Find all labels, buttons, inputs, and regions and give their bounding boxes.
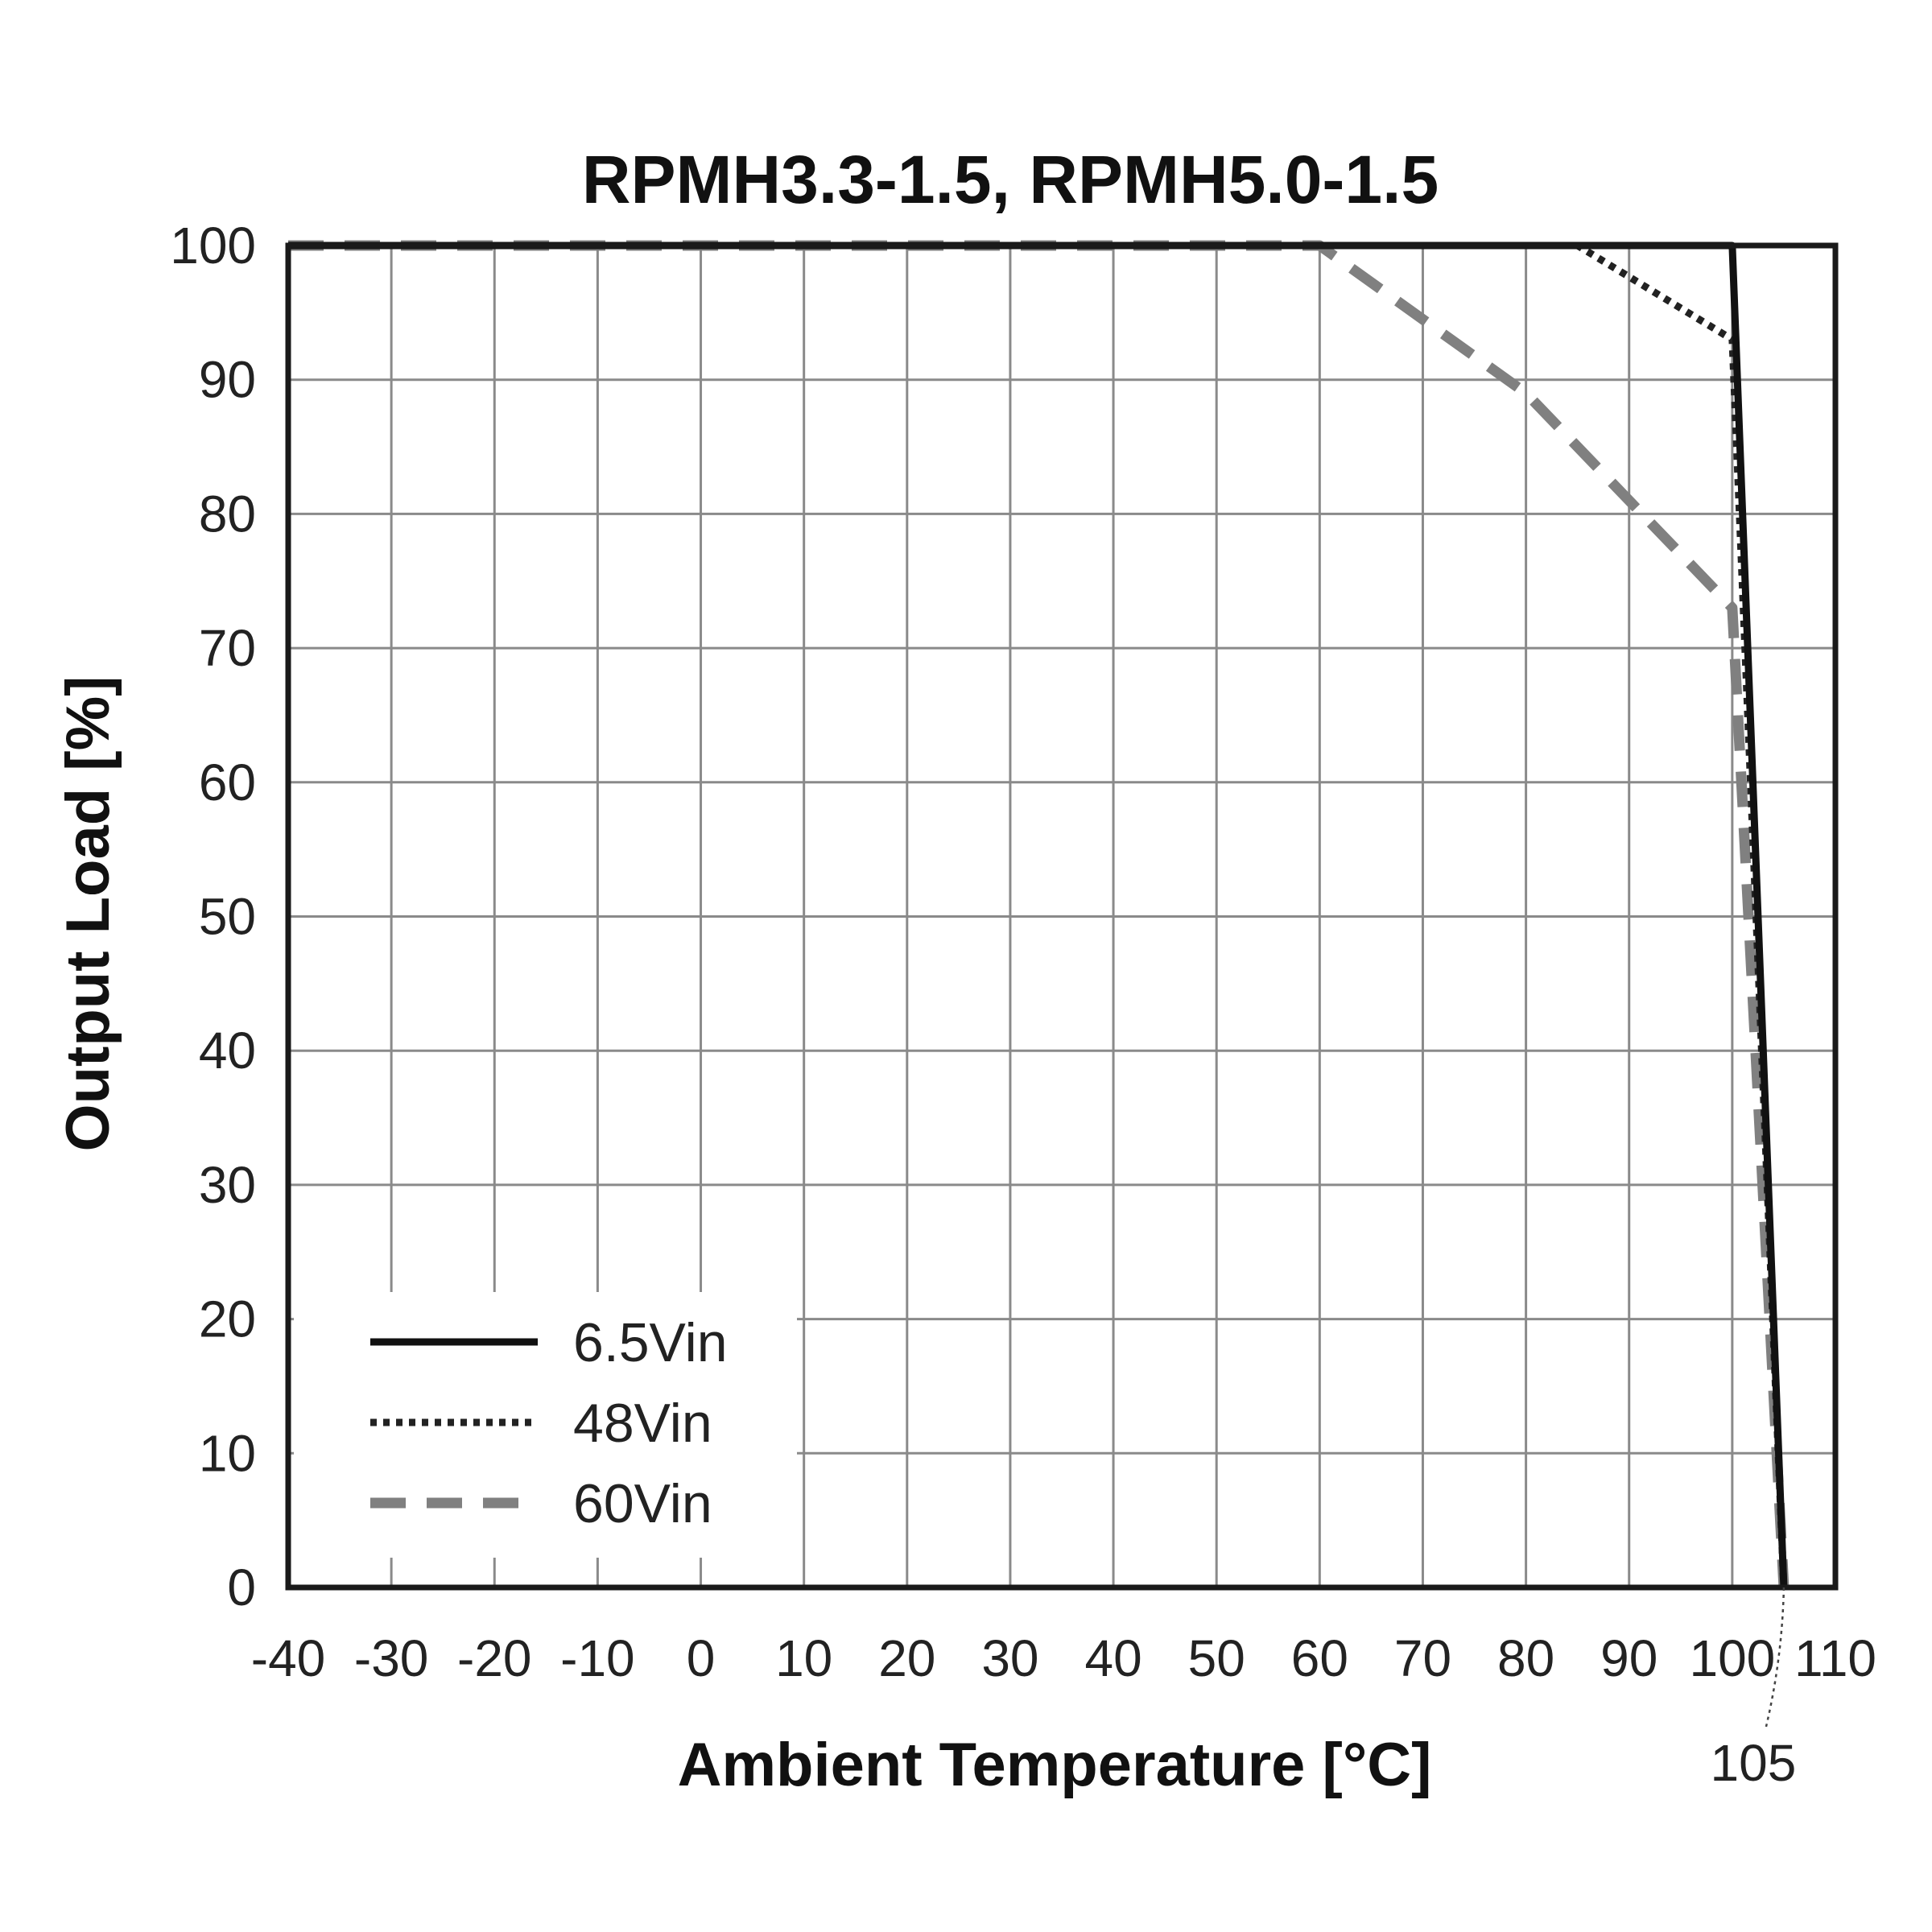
x-tick-label: 50 bbox=[1188, 1629, 1245, 1687]
plot-frame bbox=[285, 242, 1839, 1591]
legend: 6.5Vin 48Vin 60Vin bbox=[370, 1312, 728, 1534]
x-tick-label: -30 bbox=[354, 1629, 429, 1687]
x-tick-label: 80 bbox=[1497, 1629, 1554, 1687]
x-tick-label: 40 bbox=[1084, 1629, 1141, 1687]
y-axis-ticks: 0 10 20 30 40 50 60 70 80 90 100 bbox=[170, 217, 256, 1616]
y-tick-label: 50 bbox=[199, 888, 256, 946]
x-axis-title: Ambient Temperature [°C] bbox=[678, 1731, 1432, 1799]
x-tick-label: 20 bbox=[878, 1629, 935, 1687]
x-tick-label: 110 bbox=[1794, 1629, 1876, 1687]
y-tick-label: 30 bbox=[199, 1156, 256, 1214]
x-tick-label: 0 bbox=[687, 1629, 716, 1687]
annotations: 105 bbox=[1711, 1587, 1797, 1792]
annotation-leader bbox=[1765, 1587, 1785, 1728]
legend-label: 48Vin bbox=[573, 1393, 712, 1454]
legend-background bbox=[294, 1292, 797, 1558]
y-tick-label: 70 bbox=[199, 619, 256, 677]
y-tick-label: 100 bbox=[170, 217, 256, 275]
y-axis-title: Output Load [%] bbox=[54, 676, 122, 1152]
x-tick-label: 60 bbox=[1291, 1629, 1348, 1687]
x-tick-label: -20 bbox=[457, 1629, 532, 1687]
chart-title: RPMH3.3-1.5, RPMH5.0-1.5 bbox=[582, 142, 1439, 217]
x-tick-label: -10 bbox=[560, 1629, 635, 1687]
x-tick-label: 30 bbox=[981, 1629, 1038, 1687]
x-tick-label: 90 bbox=[1600, 1629, 1657, 1687]
legend-label: 6.5Vin bbox=[573, 1312, 728, 1373]
y-tick-label: 10 bbox=[199, 1424, 256, 1482]
y-tick-label: 40 bbox=[199, 1022, 256, 1080]
x-tick-label: 70 bbox=[1394, 1629, 1451, 1687]
x-tick-label: -40 bbox=[251, 1629, 326, 1687]
annotation-label: 105 bbox=[1711, 1734, 1797, 1792]
x-axis-ticks: -40 -30 -20 -10 0 10 20 30 40 50 60 70 80 90 100 110 bbox=[251, 1629, 1876, 1687]
y-tick-label: 20 bbox=[199, 1290, 256, 1348]
x-tick-label: 100 bbox=[1689, 1629, 1775, 1687]
y-tick-label: 60 bbox=[199, 753, 256, 811]
x-tick-label: 10 bbox=[775, 1629, 832, 1687]
y-tick-label: 90 bbox=[199, 351, 256, 409]
legend-label: 60Vin bbox=[573, 1473, 712, 1534]
y-tick-label: 80 bbox=[199, 485, 256, 543]
grid bbox=[288, 246, 1835, 1587]
y-tick-label: 0 bbox=[227, 1558, 256, 1616]
